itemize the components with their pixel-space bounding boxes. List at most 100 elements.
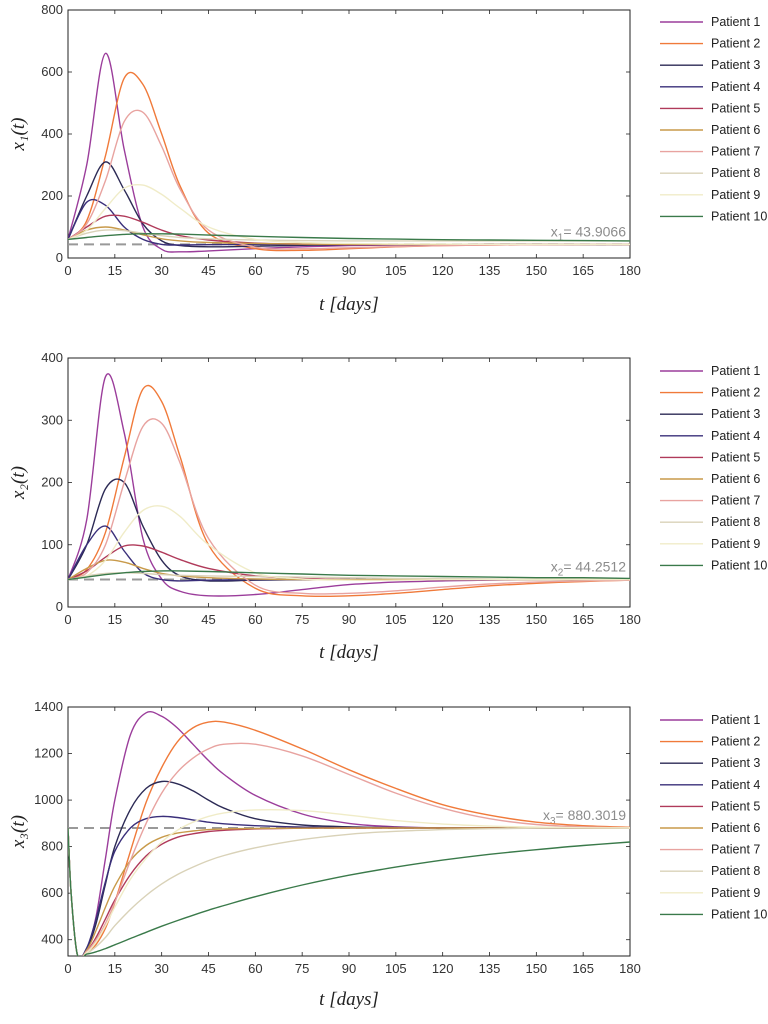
y-tick-label: 400 <box>41 932 63 947</box>
legend-label-patient-1: Patient 1 <box>711 364 760 378</box>
x-tick-label: 120 <box>432 263 454 278</box>
x-tick-label: 90 <box>342 612 356 627</box>
y-tick-label: 100 <box>41 537 63 552</box>
legend-label-patient-3: Patient 3 <box>711 756 760 770</box>
y-tick-label: 0 <box>56 250 63 265</box>
series-line-patient-7 <box>68 109 630 250</box>
legend-label-patient-8: Patient 8 <box>711 166 760 180</box>
legend-label-patient-5: Patient 5 <box>711 450 760 464</box>
x-tick-label: 0 <box>64 612 71 627</box>
legend-label-patient-7: Patient 7 <box>711 843 760 857</box>
equilibrium-value: = 43.9066 <box>563 223 626 239</box>
y-tick-label: 1000 <box>34 792 63 807</box>
series-line-patient-9 <box>68 809 630 956</box>
y-tick-label: 1200 <box>34 746 63 761</box>
equilibrium-subscript: 2 <box>558 567 564 578</box>
chart-panel-3: 0 15 30 45 60 75 90 105 120 135 150 165 180 400 600 800… <box>8 699 767 1010</box>
x-tick-label: 75 <box>295 961 309 976</box>
series-line-patient-2 <box>68 720 630 956</box>
legend-label-patient-6: Patient 6 <box>711 472 760 486</box>
legend-label-patient-8: Patient 8 <box>711 864 760 878</box>
x-tick-label: 135 <box>479 961 501 976</box>
x-tick-label: 75 <box>295 612 309 627</box>
x-tick-label: 15 <box>108 961 122 976</box>
x-tick-label: 15 <box>108 263 122 278</box>
x-tick-label: 90 <box>342 263 356 278</box>
series-line-patient-4 <box>68 815 630 956</box>
x-tick-label: 75 <box>295 263 309 278</box>
x-axis-label: t [days] <box>319 294 379 315</box>
series-line-patient-6 <box>68 226 630 246</box>
legend-label-patient-1: Patient 1 <box>711 15 760 29</box>
x-tick-label: 120 <box>432 612 454 627</box>
chart-panel-1: 0 15 30 45 60 75 90 105 120 135 150 165 180020040060… <box>8 2 767 315</box>
x-tick-label: 105 <box>385 263 407 278</box>
y-tick-label: 300 <box>41 412 63 427</box>
series-line-patient-8 <box>68 229 630 242</box>
legend-label-patient-2: Patient 2 <box>711 735 760 749</box>
y-tick-label: 200 <box>41 188 63 203</box>
x-tick-label: 165 <box>572 961 594 976</box>
legend: Patient 1 Patient 2 Patient 3 Patient 4 Pati… <box>660 713 767 921</box>
plot-frame <box>67 706 631 957</box>
legend-label-patient-5: Patient 5 <box>711 101 760 115</box>
series-group <box>68 710 630 956</box>
x-tick-label: 135 <box>479 263 501 278</box>
legend-label-patient-1: Patient 1 <box>711 713 760 727</box>
series-line-patient-1 <box>68 52 630 253</box>
series-line-patient-9 <box>68 183 630 246</box>
x-tick-label: 90 <box>342 961 356 976</box>
series-group <box>68 52 630 253</box>
equilibrium-label: x2= 44.2512 <box>551 558 626 578</box>
equilibrium-symbol: x <box>543 807 550 823</box>
y-axis-label: x₁(t) <box>8 118 29 152</box>
x-tick-label: 165 <box>572 263 594 278</box>
x-tick-label: 105 <box>385 612 407 627</box>
equilibrium-symbol: x <box>551 223 558 239</box>
series-group <box>68 373 630 598</box>
legend-label-patient-9: Patient 9 <box>711 537 760 551</box>
legend-label-patient-4: Patient 4 <box>711 429 760 443</box>
x-tick-label: 45 <box>201 263 215 278</box>
legend-label-patient-7: Patient 7 <box>711 494 760 508</box>
y-axis-label: x₂(t) <box>8 466 29 500</box>
legend-label-patient-10: Patient 10 <box>711 209 767 223</box>
series-line-patient-1 <box>68 373 630 597</box>
x-tick-label: 105 <box>385 961 407 976</box>
x-tick-label: 30 <box>154 612 168 627</box>
series-line-patient-5 <box>68 827 630 956</box>
legend-label-patient-10: Patient 10 <box>711 558 767 572</box>
x-tick-label: 180 <box>619 612 641 627</box>
x-tick-label: 60 <box>248 612 262 627</box>
series-line-patient-9 <box>68 505 630 582</box>
x-tick-label: 30 <box>154 263 168 278</box>
plot-frame <box>67 9 631 259</box>
equilibrium-subscript: 1 <box>558 232 564 243</box>
series-line-patient-7 <box>68 742 630 956</box>
legend-label-patient-9: Patient 9 <box>711 188 760 202</box>
legend-label-patient-4: Patient 4 <box>711 778 760 792</box>
series-line-patient-10 <box>68 233 630 242</box>
x-tick-label: 150 <box>525 961 547 976</box>
x-tick-label: 0 <box>64 263 71 278</box>
equilibrium-symbol: x <box>551 558 558 574</box>
series-line-patient-1 <box>68 710 630 956</box>
plot-frame <box>67 357 631 608</box>
legend-label-patient-9: Patient 9 <box>711 886 760 900</box>
y-tick-label: 800 <box>41 2 63 17</box>
equilibrium-value: = 880.3019 <box>556 807 627 823</box>
x-tick-label: 0 <box>64 961 71 976</box>
series-line-patient-10 <box>68 570 630 581</box>
x-tick-label: 165 <box>572 612 594 627</box>
x-tick-label: 45 <box>201 961 215 976</box>
equilibrium-value: = 44.2512 <box>563 558 626 574</box>
chart-panel-2: 0 15 30 45 60 75 90 105 120 135 150 165 180 0 100 200 30… <box>8 350 767 663</box>
legend-label-patient-7: Patient 7 <box>711 145 760 159</box>
x-tick-label: 60 <box>248 263 262 278</box>
x-tick-label: 180 <box>619 263 641 278</box>
legend: Patient 1 Patient 2 Patient 3 Patient 4 Pati… <box>660 364 767 572</box>
y-tick-label: 200 <box>41 475 63 490</box>
x-axis-label: t [days] <box>319 642 379 663</box>
y-axis-label: x₃(t) <box>8 815 29 849</box>
